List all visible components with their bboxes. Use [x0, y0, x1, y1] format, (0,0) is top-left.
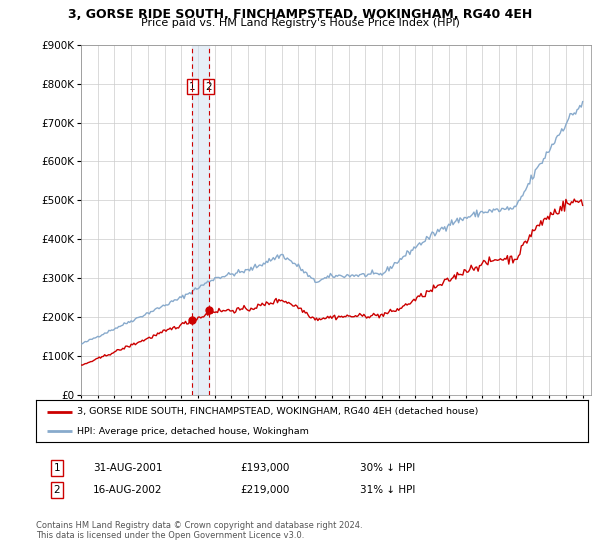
Text: 3, GORSE RIDE SOUTH, FINCHAMPSTEAD, WOKINGHAM, RG40 4EH: 3, GORSE RIDE SOUTH, FINCHAMPSTEAD, WOKI…: [68, 8, 532, 21]
Text: Price paid vs. HM Land Registry's House Price Index (HPI): Price paid vs. HM Land Registry's House …: [140, 18, 460, 29]
Text: 2: 2: [205, 82, 212, 92]
Text: £219,000: £219,000: [240, 485, 289, 495]
Text: 1: 1: [189, 82, 196, 92]
Text: 31-AUG-2001: 31-AUG-2001: [93, 463, 163, 473]
Text: £193,000: £193,000: [240, 463, 289, 473]
Bar: [193, 45, 209, 395]
Text: 3, GORSE RIDE SOUTH, FINCHAMPSTEAD, WOKINGHAM, RG40 4EH (detached house): 3, GORSE RIDE SOUTH, FINCHAMPSTEAD, WOKI…: [77, 407, 479, 416]
Text: 31% ↓ HPI: 31% ↓ HPI: [360, 485, 415, 495]
Text: 16-AUG-2002: 16-AUG-2002: [93, 485, 163, 495]
Text: 1: 1: [53, 463, 61, 473]
Text: HPI: Average price, detached house, Wokingham: HPI: Average price, detached house, Woki…: [77, 427, 309, 436]
Text: Contains HM Land Registry data © Crown copyright and database right 2024.
This d: Contains HM Land Registry data © Crown c…: [36, 521, 362, 540]
Text: 30% ↓ HPI: 30% ↓ HPI: [360, 463, 415, 473]
Text: 2: 2: [53, 485, 61, 495]
